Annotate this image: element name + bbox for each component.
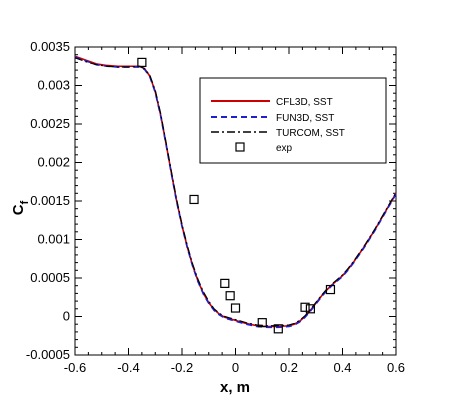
- exp-point: [189, 194, 199, 205]
- x-tick-label: 0.4: [333, 360, 351, 375]
- x-tick-label: 0: [232, 360, 239, 375]
- x-tick-label: 0.2: [280, 360, 298, 375]
- legend-marker-exp: [235, 142, 245, 152]
- y-tick-labels: -0.0005 0 0.0005 0.001 0.0015 0.002 0.0025 0.00…: [26, 39, 70, 362]
- x-tick-label: -0.4: [117, 360, 139, 375]
- exp-point: [137, 57, 147, 68]
- exp-point: [305, 304, 315, 314]
- y-tick-label: 0.002: [37, 155, 70, 170]
- exp-point: [273, 324, 283, 334]
- series-line-2: [74, 57, 397, 327]
- x-tick-label: 0.6: [387, 360, 405, 375]
- y-axis-title: Cf: [10, 200, 31, 215]
- exp-point: [325, 284, 336, 295]
- exp-point: [300, 302, 310, 312]
- y-axis-title-main: C: [10, 204, 27, 215]
- y-tick-label: 0.003: [37, 78, 70, 93]
- y-tick-label: 0.0025: [30, 116, 70, 131]
- x-axis-title: x, m: [220, 379, 250, 396]
- y-tick-label: 0.0015: [30, 193, 70, 208]
- y-tick-label: 0.001: [37, 232, 70, 247]
- legend-label-cfl3d: CFL3D, SST: [276, 97, 333, 108]
- exp-point: [257, 318, 267, 328]
- legend-label-fun3d: FUN3D, SST: [276, 113, 334, 124]
- series-lines: [74, 55, 397, 329]
- legend: CFL3D, SST FUN3D, SST TURCOM, SST exp: [199, 77, 387, 164]
- x-tick-label: -0.2: [171, 360, 193, 375]
- exp-point: [230, 303, 241, 313]
- x-tick-labels: -0.6 -0.4 -0.2 0 0.2 0.4 0.6: [64, 360, 405, 375]
- legend-label-turcom: TURCOM, SST: [276, 128, 345, 139]
- exp-point: [225, 291, 235, 301]
- tick-marks: [74, 46, 397, 356]
- y-tick-label: -0.0005: [26, 347, 70, 362]
- x-tick-label: -0.6: [64, 360, 86, 375]
- legend-box: [199, 77, 387, 164]
- y-tick-label: 0: [63, 309, 70, 324]
- legend-label-exp: exp: [276, 143, 293, 154]
- y-axis-title-subscript: f: [19, 200, 31, 204]
- exp-point: [220, 278, 230, 288]
- y-tick-label: 0.0035: [30, 39, 70, 54]
- experiment-points: [137, 57, 336, 334]
- y-tick-label: 0.0005: [30, 270, 70, 285]
